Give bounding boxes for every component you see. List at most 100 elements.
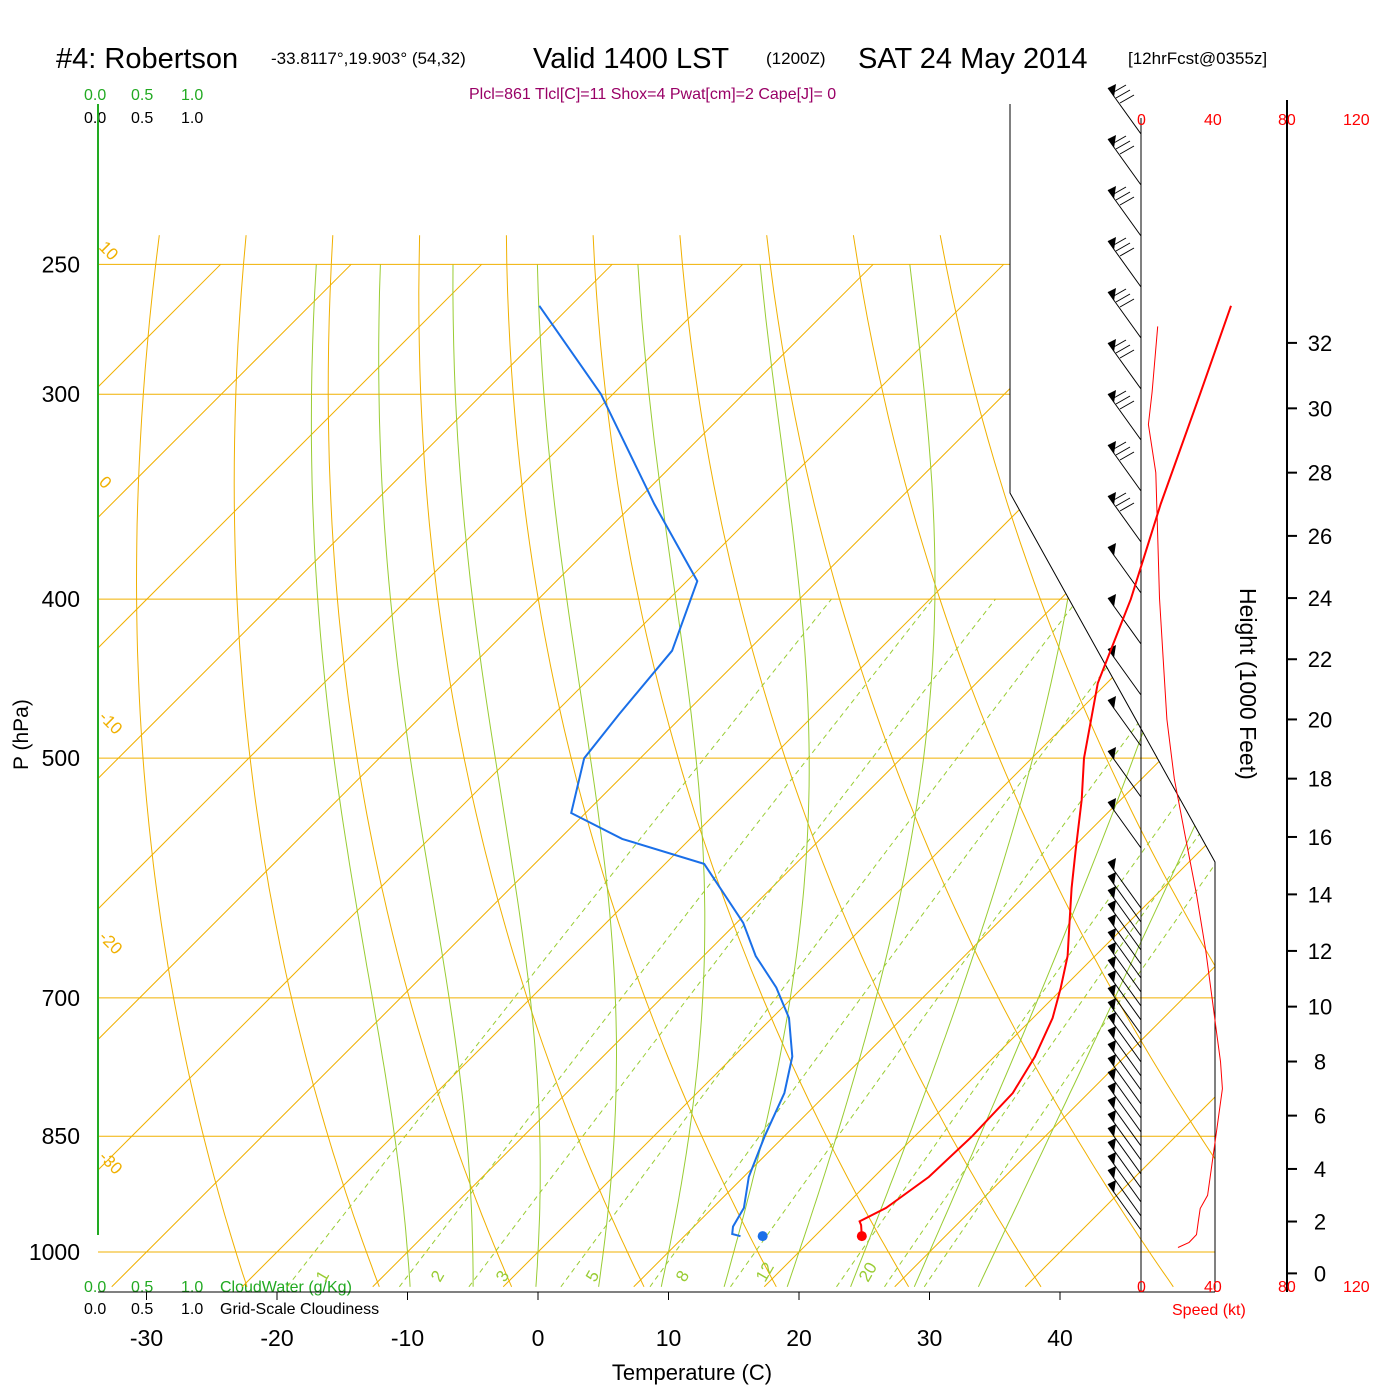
wind-barb-feather bbox=[1111, 135, 1127, 145]
moist-adiabat-line bbox=[977, 264, 1215, 1288]
isotherm-line bbox=[98, 263, 1005, 1288]
wind-barb-pennant bbox=[1108, 135, 1116, 148]
pressure-tick-500: 500 bbox=[42, 745, 80, 771]
wind-barb bbox=[1107, 942, 1142, 993]
moist-adiabat-line bbox=[378, 264, 474, 1287]
x-axis-title: Temperature (C) bbox=[612, 1360, 772, 1385]
wind-barb bbox=[1107, 1124, 1142, 1175]
y-axis-title: P (hPa) bbox=[10, 699, 33, 770]
wind-barb-pennant bbox=[1108, 1166, 1116, 1179]
height-tick-28: 28 bbox=[1308, 461, 1332, 486]
forecast-date: SAT 24 May 2014 bbox=[858, 43, 1087, 75]
wind-barb-feather bbox=[1111, 492, 1127, 502]
wind-barb bbox=[1107, 1152, 1142, 1203]
mixing-ratio-label: 12 bbox=[752, 1259, 778, 1285]
dry-adiabat-line bbox=[135, 235, 248, 1287]
wind-barb bbox=[1107, 1040, 1142, 1091]
height-tick-18: 18 bbox=[1308, 767, 1332, 792]
wind-barb-pennant bbox=[1108, 1138, 1116, 1151]
wind-barb-pennant bbox=[1108, 1152, 1116, 1165]
cloud-scale-bottom: 0.0 0.5 1.0 CloudWater (g/Kg) 0.0 0.5 1.… bbox=[84, 1279, 379, 1318]
dry-adiabat-line bbox=[327, 235, 513, 1287]
speed-panel: 0 40 80 120 0 40 80 120 Speed (kt) bbox=[1137, 100, 1370, 1319]
surface-temperature-marker bbox=[856, 1231, 867, 1242]
moist-adiabat-line bbox=[786, 264, 936, 1287]
wind-barb bbox=[1107, 288, 1142, 339]
wind-barb-feather bbox=[1111, 390, 1127, 400]
speed-tick-top-80: 80 bbox=[1278, 112, 1296, 129]
moist-adiabat-line bbox=[723, 264, 810, 1287]
isotherm-line bbox=[633, 263, 1215, 1288]
speed-tick-bottom-80: 80 bbox=[1278, 1279, 1296, 1296]
isotherm-line bbox=[98, 263, 222, 1288]
speed-tick-top-0: 0 bbox=[1137, 112, 1146, 129]
wind-barb bbox=[1107, 1096, 1142, 1147]
temperature-axis: -30 -20 -10 0 10 20 30 40 bbox=[130, 1292, 1073, 1351]
y2-axis-title: Height (1000 Feet) bbox=[1235, 588, 1261, 780]
pressure-tick-250: 250 bbox=[42, 251, 80, 277]
wind-barb-pennant bbox=[1108, 84, 1116, 97]
station-coords: -33.8117°,19.903° (54,32) bbox=[271, 49, 466, 68]
height-tick-22: 22 bbox=[1308, 647, 1332, 672]
wind-barb-feather bbox=[1111, 186, 1127, 196]
wind-barb-pennant bbox=[1108, 1040, 1116, 1053]
height-tick-2: 2 bbox=[1314, 1210, 1326, 1235]
wind-barb-pennant bbox=[1108, 928, 1116, 941]
wind-barb-feather bbox=[1115, 242, 1131, 252]
height-tick-4: 4 bbox=[1314, 1157, 1326, 1182]
wind-barb-feather bbox=[1115, 293, 1131, 303]
mixing-ratio-line bbox=[730, 598, 1215, 1288]
wind-barb-pennant bbox=[1108, 1124, 1116, 1137]
wind-barb bbox=[1107, 1082, 1142, 1133]
height-tick-14: 14 bbox=[1308, 882, 1332, 907]
wind-barb-pennant bbox=[1108, 798, 1116, 811]
height-tick-20: 20 bbox=[1308, 707, 1332, 732]
height-tick-12: 12 bbox=[1308, 939, 1332, 964]
temp-tick-40: 40 bbox=[1047, 1325, 1073, 1351]
wind-barbs bbox=[1107, 84, 1142, 1231]
pressure-tick-700: 700 bbox=[42, 985, 80, 1011]
wind-barb bbox=[1107, 858, 1142, 909]
wind-barb bbox=[1107, 1026, 1142, 1077]
wind-barb-pennant bbox=[1108, 1012, 1116, 1025]
wind-barb-pennant bbox=[1108, 1068, 1116, 1081]
dry-adiabat-line bbox=[1374, 235, 1400, 1287]
wind-barb-feather bbox=[1115, 446, 1131, 456]
wind-barb-feather bbox=[1119, 400, 1135, 410]
cloud-top-black-1: 0.5 bbox=[131, 110, 153, 127]
wind-barb-feather bbox=[1111, 237, 1127, 247]
wind-barb-pennant bbox=[1108, 1180, 1116, 1193]
wind-barb bbox=[1107, 645, 1142, 696]
cloud-bottom-black-0: 0.0 bbox=[84, 1301, 106, 1318]
wind-barb-pennant bbox=[1108, 696, 1116, 709]
wind-barb-feather bbox=[1119, 196, 1135, 206]
isotherm-label: -20 bbox=[95, 927, 126, 958]
wind-barb-pennant bbox=[1108, 594, 1116, 607]
wind-barb bbox=[1107, 1054, 1142, 1105]
wind-barb-feather bbox=[1119, 502, 1135, 512]
cloud-top-green-2: 1.0 bbox=[181, 87, 203, 104]
wind-barb-pennant bbox=[1108, 942, 1116, 955]
wind-barb-pennant bbox=[1108, 970, 1116, 983]
dry-adiabat-line bbox=[766, 235, 1174, 1288]
wind-barb bbox=[1107, 886, 1142, 937]
wind-barb-pennant bbox=[1108, 1054, 1116, 1067]
height-tick-8: 8 bbox=[1314, 1050, 1326, 1075]
wind-barb-pennant bbox=[1108, 984, 1116, 997]
wind-barb bbox=[1107, 872, 1142, 923]
moist-adiabat-line bbox=[850, 264, 1090, 1287]
wind-barb bbox=[1107, 339, 1142, 390]
wind-barb bbox=[1107, 696, 1142, 747]
dry-adiabat-line bbox=[592, 235, 910, 1288]
dry-adiabat-line bbox=[418, 235, 645, 1288]
temp-tick-10: 10 bbox=[656, 1325, 682, 1351]
wind-speed-profile bbox=[1147, 326, 1223, 1248]
speed-axis-label: Speed (kt) bbox=[1172, 1302, 1246, 1319]
speed-tick-bottom-40: 40 bbox=[1204, 1279, 1222, 1296]
wind-barb-pennant bbox=[1108, 390, 1116, 403]
wind-barb bbox=[1107, 1180, 1142, 1231]
pressure-tick-1000: 1000 bbox=[29, 1239, 80, 1265]
wind-barb-feather bbox=[1115, 89, 1131, 99]
wind-barb bbox=[1107, 928, 1142, 979]
